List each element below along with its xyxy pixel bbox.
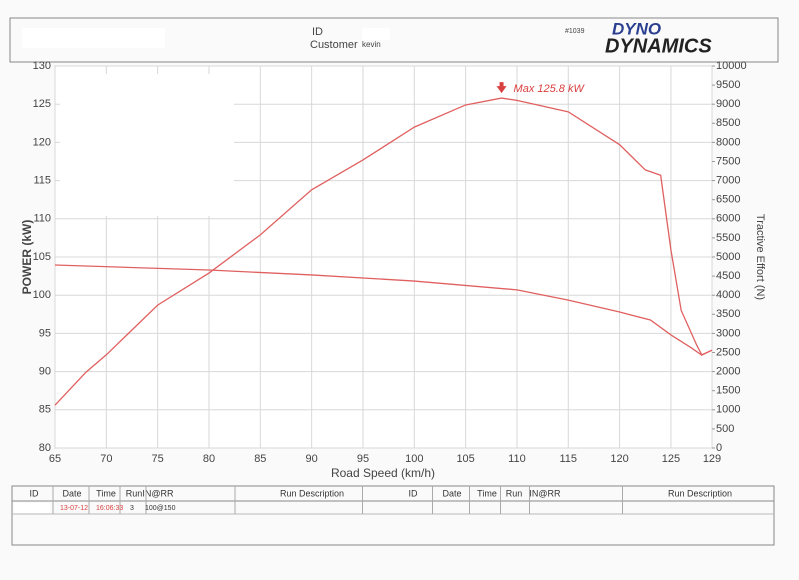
logo-top: DYNO [612,19,661,38]
cell: 100@150 [145,505,176,512]
y2-tick-label: 6000 [716,213,740,225]
customer-label: Customer [310,39,358,51]
x-tick-label: 75 [152,453,164,465]
x-tick-label: 105 [456,453,474,465]
y2-tick-label: 4500 [716,270,740,282]
cell: 3 [130,505,134,512]
y2-tick-label: 5000 [716,251,740,263]
data-line [54,97,713,406]
y2-tick-label: 0 [716,442,722,454]
column-header: Run [126,488,143,498]
y-axis-label: POWER (kW) [20,220,34,295]
y2-tick-label: 2000 [716,366,740,378]
cell: 16:06:33 [96,505,123,512]
y2-tick-label: 8500 [716,117,740,129]
y2-tick-label: 9000 [716,98,740,110]
id-label: ID [312,26,323,38]
y2-tick-label: 6500 [716,194,740,206]
x-tick-label: 80 [203,453,215,465]
x-tick-label: 110 [508,453,526,465]
y2-tick-label: 5500 [716,232,740,244]
redaction [60,74,234,216]
x-tick-label: 115 [560,453,578,465]
x-tick-label: 70 [100,453,112,465]
y-tick-label: 120 [33,136,51,148]
y-tick-label: 105 [33,251,51,263]
column-header: ID [30,488,40,498]
y-tick-label: 130 [33,60,51,72]
x-tick-label: 65 [49,453,61,465]
y-tick-label: 85 [39,404,51,416]
table-frame [11,485,775,546]
y2-tick-label: 4000 [716,289,740,301]
header-box [9,17,779,63]
column-header: IN@RR [529,488,561,498]
customer: kevin [362,40,381,49]
x-tick-label: 125 [662,453,680,465]
y-tick-label: 95 [39,327,51,339]
y-tick-label: 90 [39,366,51,378]
y2-tick-label: 7000 [716,175,740,187]
x-axis-label: Road Speed (km/h) [331,466,435,480]
run-table: ID Date Time Run IN@RR Run Description ID Date T… [11,485,775,546]
y2-tick-label: 1000 [716,404,740,416]
y-tick-label: 125 [33,98,51,110]
column-header: Date [62,488,81,498]
y-tick-label: 115 [33,175,51,187]
redaction [362,28,390,40]
y-tick-label: 110 [33,213,51,225]
y2-axis-label: Tractive Effort (N) [754,214,766,300]
column-header: Run Description [668,488,732,498]
x-tick-label: 95 [357,453,369,465]
y2-tick-label: 9500 [716,79,740,91]
column-header: ID [409,488,419,498]
y2-tick-label: 1500 [716,385,740,397]
annotation-arrow [496,82,507,94]
x-tick-label: 90 [306,453,318,465]
y2-tick-label: 8000 [716,136,740,148]
x-tick-label: 85 [254,453,266,465]
y2-tick-label: 3000 [716,327,740,339]
y-tick-label: 80 [39,442,51,454]
column-header: Run [506,488,523,498]
redaction [14,503,50,513]
y2-tick-label: 7500 [716,155,740,167]
column-header: Run Description [280,488,344,498]
column-header: Date [442,488,461,498]
x-tick-label: 129 [703,453,721,465]
y2-tick-label: 3500 [716,308,740,320]
logo-bottom: DYNAMICS [605,35,712,57]
data-line [54,264,713,356]
column-header: IN@RR [142,488,174,498]
redaction [22,28,165,48]
y2-tick-label: 2500 [716,346,740,358]
cell: 13-07-12 [60,505,88,512]
y2-tick-label: 500 [716,423,734,435]
x-tick-label: 100 [405,453,423,465]
column-header: Time [477,488,497,498]
y2-tick-label: 10000 [716,60,747,72]
annotation: Max 125.8 kW [514,83,586,95]
sheet-number: #1039 [565,28,585,35]
column-header: Time [96,488,116,498]
y-tick-label: 100 [33,289,51,301]
x-tick-label: 120 [610,453,628,465]
